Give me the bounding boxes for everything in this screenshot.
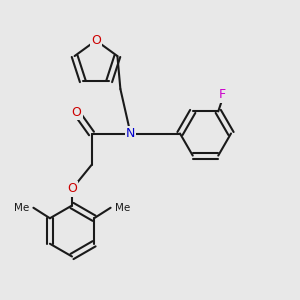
Text: O: O <box>67 182 77 196</box>
Text: Me: Me <box>14 203 29 213</box>
Text: F: F <box>219 88 226 101</box>
Text: N: N <box>126 127 135 140</box>
Text: O: O <box>72 106 81 119</box>
Text: O: O <box>91 34 101 47</box>
Text: Me: Me <box>115 203 130 213</box>
